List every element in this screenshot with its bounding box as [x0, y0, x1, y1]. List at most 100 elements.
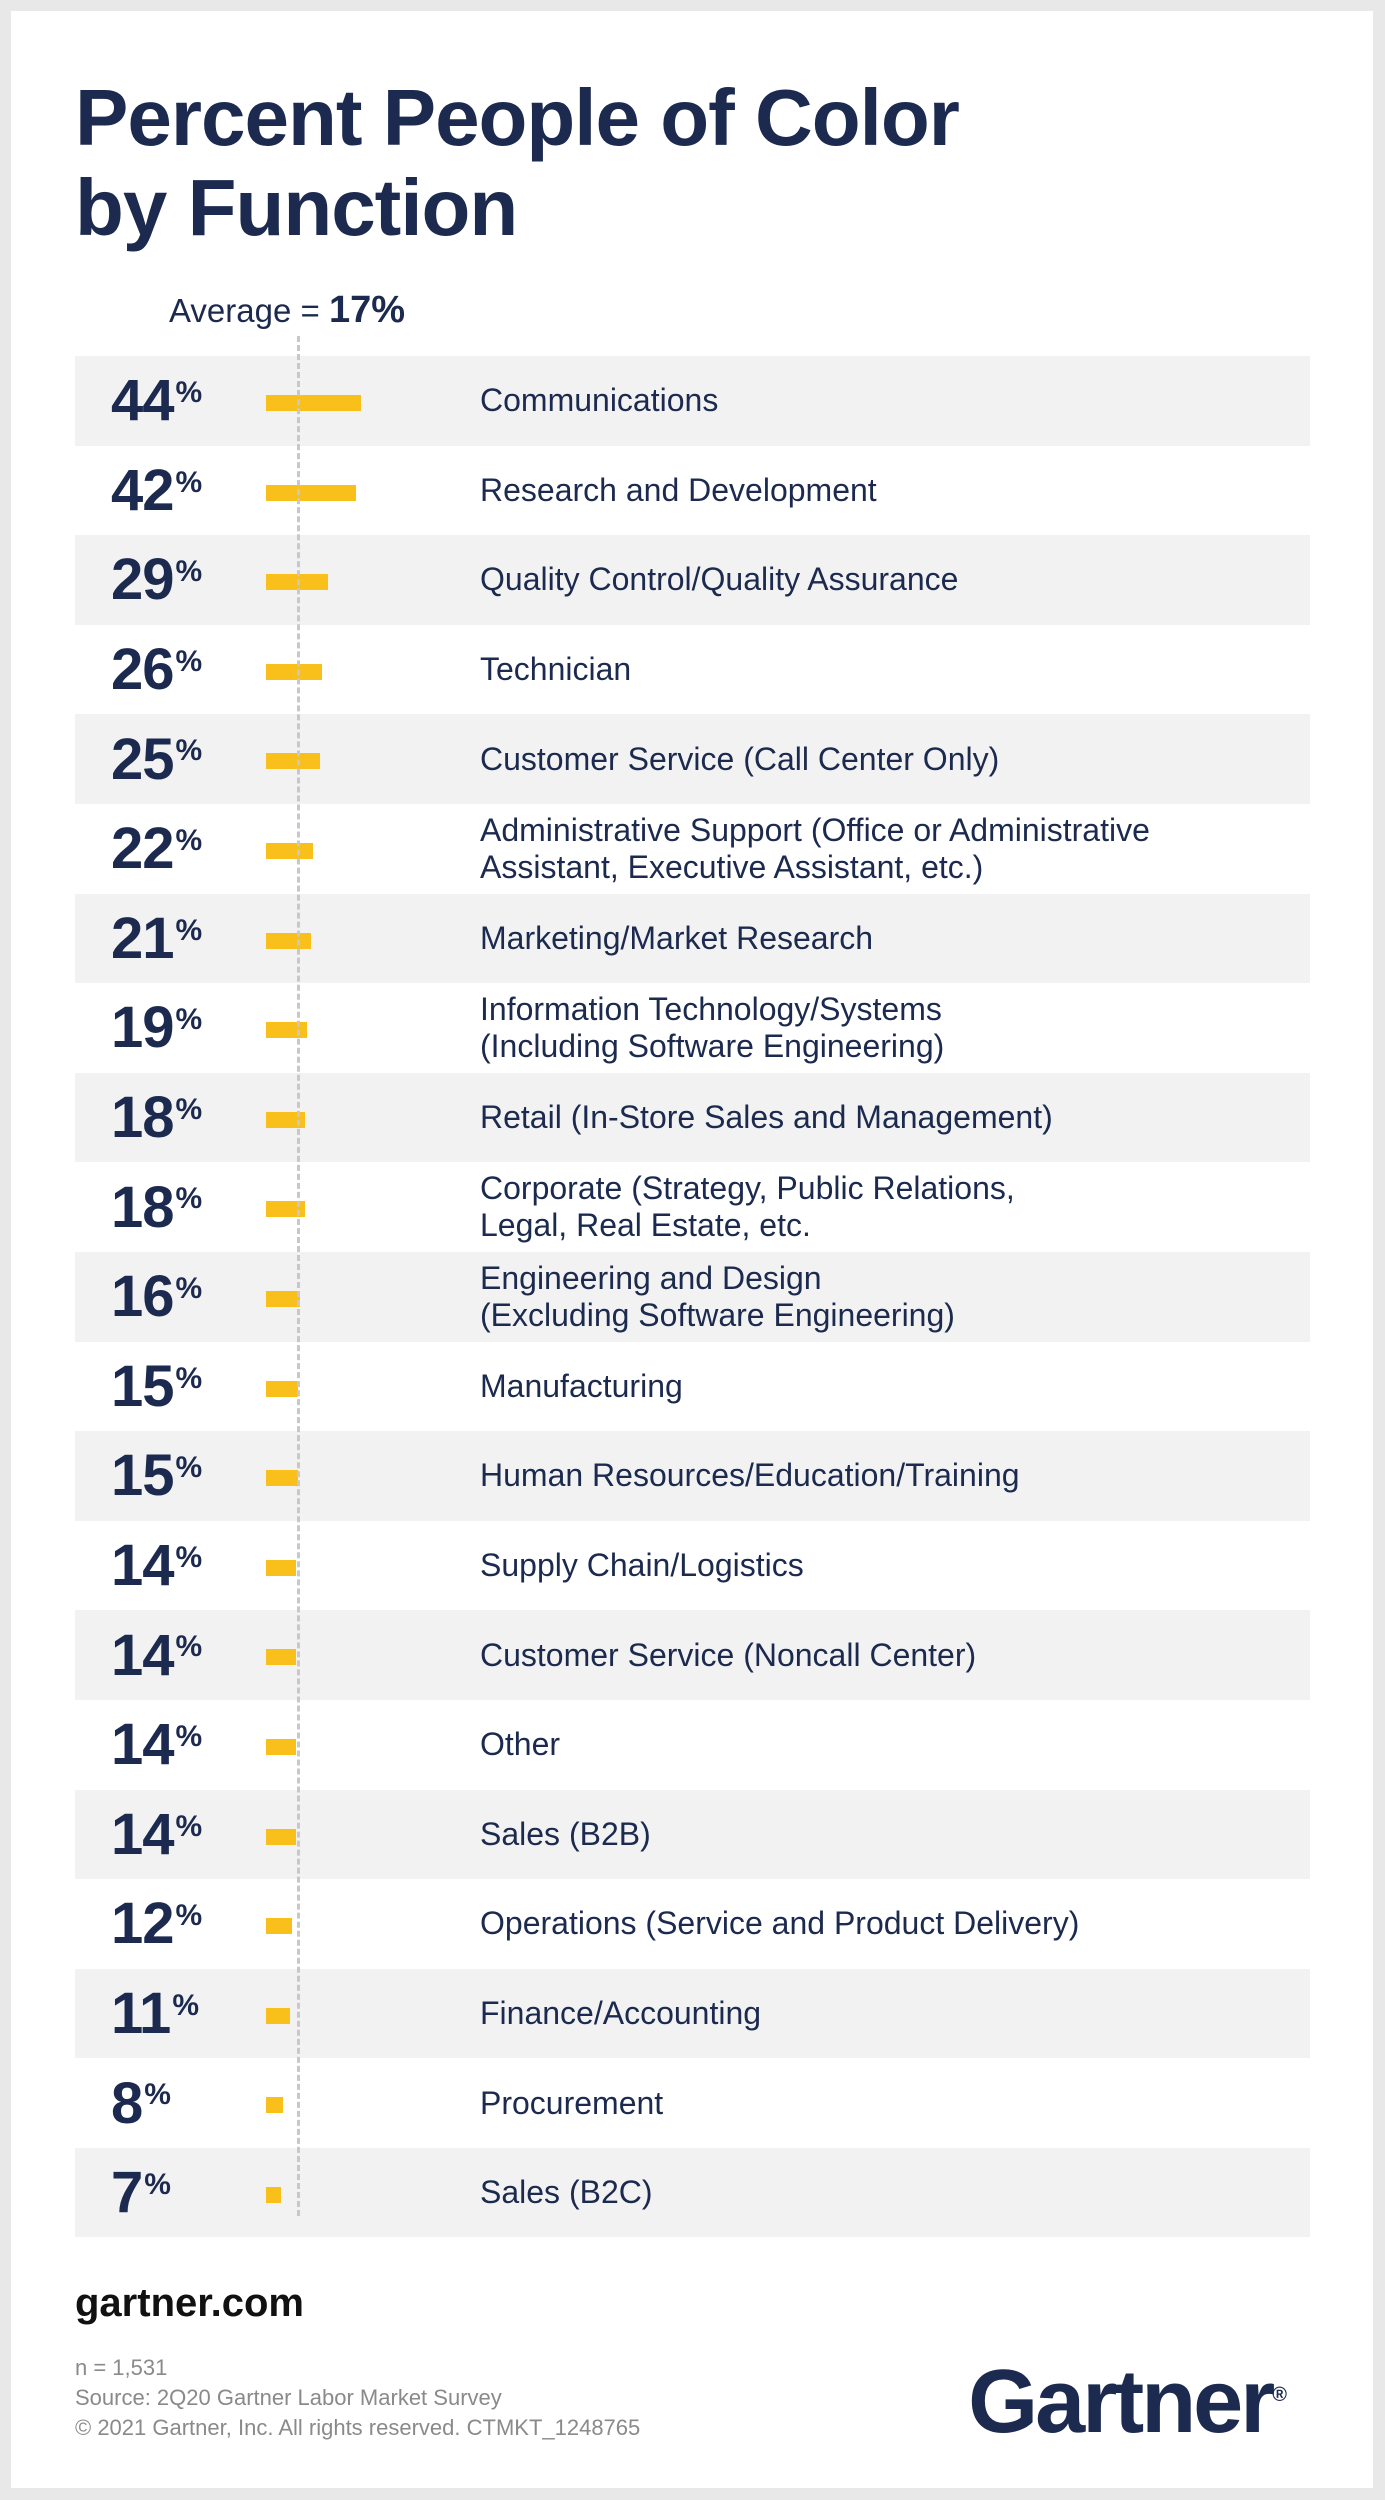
source-note: Source: 2Q20 Gartner Labor Market Survey: [75, 2385, 502, 2410]
bar: [266, 395, 361, 411]
bar: [266, 1201, 305, 1218]
value-label: 21%: [111, 894, 203, 984]
category-label: Supply Chain/Logistics: [480, 1547, 804, 1584]
bar: [266, 932, 312, 949]
value-number: 11: [111, 1980, 171, 2046]
category-label: Information Technology/Systems (Includin…: [480, 990, 945, 1064]
bar: [266, 753, 320, 770]
bar: [266, 2097, 284, 2114]
value-number: 22: [111, 816, 175, 882]
bar-row: 21% Marketing/Market Research: [75, 893, 1310, 984]
value-label: 22%: [111, 804, 202, 894]
value-unit: %: [175, 1719, 203, 1753]
value-label: 14%: [111, 1700, 203, 1790]
category-label: Customer Service (Noncall Center): [480, 1636, 977, 1673]
bar: [266, 2007, 290, 2024]
category-label: Marketing/Market Research: [480, 919, 874, 956]
value-number: 21: [111, 905, 175, 971]
bar: [266, 2186, 282, 2203]
category-label: Quality Control/Quality Assurance: [480, 561, 959, 598]
value-unit: %: [175, 1092, 203, 1126]
bar: [266, 1380, 299, 1397]
bar-row: 14% Customer Service (Noncall Center): [75, 1610, 1310, 1700]
value-label: 14%: [111, 1521, 203, 1611]
chart-title: Percent People of Color by Function: [75, 73, 960, 252]
bar-row: 15% Human Resources/Education/Training: [75, 1431, 1310, 1521]
value-unit: %: [172, 1988, 199, 2022]
value-label: 8%: [111, 2058, 171, 2148]
value-number: 15: [111, 1353, 175, 1419]
value-number: 8: [111, 2070, 143, 2136]
value-number: 18: [111, 1085, 175, 1151]
bar-row: 14% Sales (B2B): [75, 1789, 1310, 1880]
bar-row: 26% Technician: [75, 625, 1310, 715]
value-unit: %: [175, 1809, 203, 1843]
bar: [266, 842, 314, 859]
value-label: 18%: [111, 1162, 202, 1252]
bar-row: 29% Quality Control/Quality Assurance: [75, 535, 1310, 625]
value-number: 26: [111, 637, 175, 703]
bar-row: 19% Information Technology/Systems (Inclu…: [75, 983, 1310, 1073]
value-number: 16: [111, 1264, 175, 1330]
bar-row: 16% Engineering and Design (Excluding Sof…: [75, 1251, 1310, 1342]
bar-row: 14% Other: [75, 1700, 1310, 1790]
bar-row: 7% Sales (B2C): [75, 2147, 1310, 2238]
value-unit: %: [175, 1630, 203, 1664]
bar-row: 14% Supply Chain/Logistics: [75, 1521, 1310, 1611]
category-label: Manufacturing: [480, 1367, 683, 1404]
category-label: Engineering and Design (Excluding Softwa…: [480, 1259, 955, 1333]
value-label: 15%: [111, 1342, 203, 1432]
bar-row: 18% Corporate (Strategy, Public Relations…: [75, 1162, 1310, 1252]
average-label-text: Average =: [169, 292, 329, 329]
bar-row: 25% Customer Service (Call Center Only): [75, 714, 1310, 804]
value-label: 7%: [111, 2148, 171, 2238]
bar-row: 8% Procurement: [75, 2058, 1310, 2148]
value-unit: %: [144, 2167, 171, 2201]
value-label: 11%: [111, 1969, 199, 2059]
gartner-logo: Gartner®: [968, 2351, 1287, 2454]
category-label: Corporate (Strategy, Public Relations, L…: [480, 1170, 1015, 1244]
value-label: 26%: [111, 625, 203, 715]
value-label: 19%: [111, 983, 203, 1073]
average-label: Average = 17%: [169, 289, 405, 332]
value-unit: %: [175, 644, 203, 678]
value-number: 19: [111, 995, 175, 1061]
value-label: 16%: [111, 1252, 203, 1342]
value-unit: %: [175, 913, 203, 947]
bar-row: 15% Manufacturing: [75, 1342, 1310, 1432]
sample-size: n = 1,531: [75, 2355, 168, 2380]
value-unit: %: [175, 555, 203, 589]
value-number: 44: [111, 368, 175, 434]
category-label: Operations (Service and Product Delivery…: [480, 1905, 1080, 1942]
category-label: Communications: [480, 382, 719, 419]
copyright-note: © 2021 Gartner, Inc. All rights reserved…: [75, 2415, 641, 2440]
bar: [266, 1738, 297, 1755]
bar: [266, 484, 357, 501]
value-label: 18%: [111, 1073, 203, 1163]
value-unit: %: [175, 1271, 203, 1305]
value-unit: %: [175, 1540, 203, 1574]
bar-row: 44% Communications: [75, 356, 1310, 446]
bar: [266, 1470, 299, 1487]
bar-row: 18% Retail (In-Store Sales and Management…: [75, 1072, 1310, 1163]
value-number: 14: [111, 1533, 175, 1599]
value-label: 14%: [111, 1790, 203, 1880]
category-label: Other: [480, 1726, 561, 1763]
bar: [266, 1022, 307, 1039]
category-label: Customer Service (Call Center Only): [480, 740, 1000, 777]
bar-row: 11% Finance/Accounting: [75, 1968, 1310, 2059]
site-url[interactable]: gartner.com: [75, 2281, 304, 2325]
category-label: Procurement: [480, 2084, 664, 2121]
category-label: Human Resources/Education/Training: [480, 1457, 1020, 1494]
value-number: 7: [111, 2160, 143, 2226]
value-unit: %: [175, 1899, 203, 1933]
gartner-logo-text: Gartner: [968, 2352, 1275, 2452]
value-unit: %: [175, 1003, 203, 1037]
value-unit: %: [175, 376, 203, 409]
value-unit: %: [175, 465, 203, 499]
value-unit: %: [175, 734, 203, 768]
value-number: 14: [111, 1712, 175, 1778]
value-number: 29: [111, 547, 175, 613]
category-label: Administrative Support (Office or Admini…: [480, 811, 1150, 885]
value-unit: %: [175, 1361, 203, 1395]
